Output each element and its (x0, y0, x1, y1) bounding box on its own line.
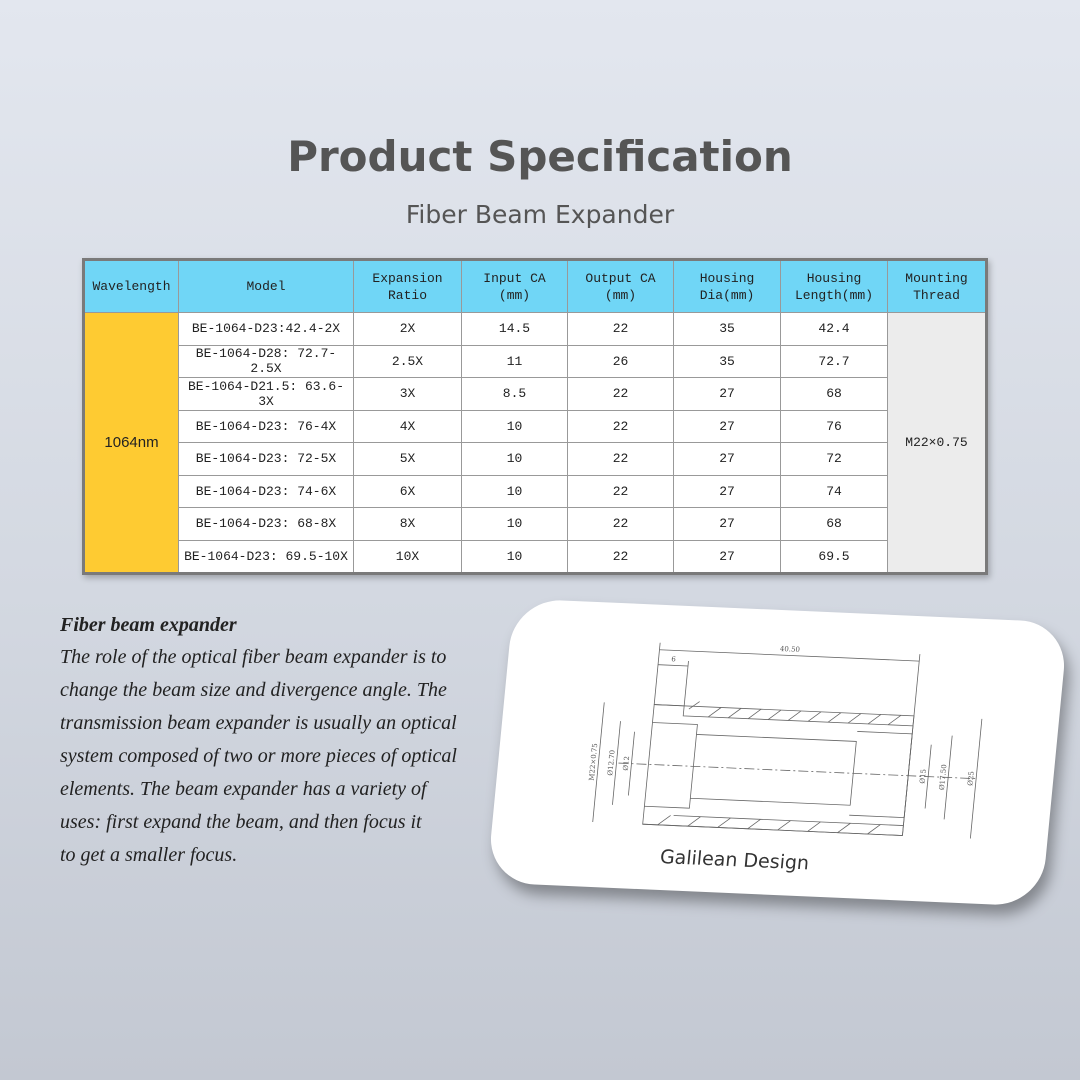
dim-bore1: Ø12.70 (606, 750, 616, 776)
table-row: BE-1064-D23: 68-8X 8X 10 22 27 68 (84, 507, 987, 541)
table-cell: 10X (353, 539, 462, 574)
drawing-card: 40.50 6 M22×0.75 Ø12.70 Ø12 Ø15 Ø17.50 Ø… (486, 598, 1069, 907)
description: Fiber beam expander The role of the opti… (60, 614, 457, 872)
table-row: BE-1064-D21.5: 63.6-3X 3X 8.5 22 27 68 (84, 377, 987, 411)
thread-cell: M22×0.75 (887, 312, 987, 574)
table-cell: 68 (780, 507, 888, 541)
header-cell: Model (178, 259, 354, 313)
description-line: to get a smaller focus. (60, 844, 238, 866)
table-cell: 6X (353, 474, 462, 508)
technical-drawing: 40.50 6 M22×0.75 Ø12.70 Ø12 Ø15 Ø17.50 Ø… (588, 642, 983, 874)
table-cell: 27 (673, 507, 781, 541)
table-cell: 27 (673, 409, 781, 443)
table-cell: 10 (461, 442, 568, 476)
table-cell: BE-1064-D23: 69.5-10X (178, 539, 354, 574)
table-cell: BE-1064-D23: 74-6X (178, 474, 354, 508)
dim-outer: Ø25 (966, 771, 975, 786)
header-cell: Output CA (mm) (567, 259, 674, 313)
description-heading: Fiber beam expander (60, 614, 237, 636)
drawing-caption: Galilean Design (659, 846, 810, 874)
table-cell: BE-1064-D23:42.4-2X (178, 312, 354, 346)
table-cell: 10 (461, 474, 568, 508)
dim-thread: M22×0.75 (588, 743, 600, 781)
table-cell: 42.4 (780, 312, 888, 346)
description-line: transmission beam expander is usually an… (60, 712, 457, 734)
table-cell: 22 (567, 312, 674, 346)
table-cell: 26 (567, 344, 674, 378)
table-cell: 69.5 (780, 539, 888, 574)
table-row: BE-1064-D23: 72-5X 5X 10 22 27 72 (84, 442, 987, 476)
table-cell: 10 (461, 409, 568, 443)
table-cell: 22 (567, 377, 674, 411)
header-cell: Input CA (mm) (461, 259, 568, 313)
table-row: BE-1064-D23: 69.5-10X 10X 10 22 27 69.5 (84, 539, 987, 574)
table-cell: 35 (673, 344, 781, 378)
table-cell: BE-1064-D23: 72-5X (178, 442, 354, 476)
table-cell: 22 (567, 409, 674, 443)
table-cell: 72.7 (780, 344, 888, 378)
table-cell: 22 (567, 474, 674, 508)
table-cell: 5X (353, 442, 462, 476)
table-row: BE-1064-D23: 76-4X 4X 10 22 27 76 (84, 409, 987, 443)
table-cell: 72 (780, 442, 888, 476)
description-line: uses: first expand the beam, and then fo… (60, 811, 422, 833)
header-cell: Mounting Thread (887, 259, 987, 313)
table-cell: 27 (673, 539, 781, 574)
header-cell: Housing Dia(mm) (673, 259, 781, 313)
header-cell: Expansion Ratio (353, 259, 462, 313)
description-line: The role of the optical fiber beam expan… (60, 646, 447, 668)
table-cell: BE-1064-D28: 72.7-2.5X (178, 344, 354, 378)
wavelength-cell: 1064nm (83, 312, 179, 574)
table-cell: 68 (780, 377, 888, 411)
table-body: 1064nm BE-1064-D23:42.4-2X 2X 14.5 22 35 42.4 M… (83, 312, 987, 574)
table-cell: 14.5 (461, 312, 568, 346)
header-cell: Housing Length(mm) (780, 259, 888, 313)
table-cell: 76 (780, 409, 888, 443)
subtitle: Fiber Beam Expander (405, 200, 675, 229)
table-cell: 22 (567, 539, 674, 574)
table-cell: 35 (673, 312, 781, 346)
header-row: Wavelength Model Expansion Ratio Input CA (… (83, 259, 987, 313)
description-line: system composed of two or more pieces of… (60, 745, 457, 767)
table-row: 1064nm BE-1064-D23:42.4-2X 2X 14.5 22 35 42.4 M… (83, 312, 987, 574)
table-cell: 2.5X (353, 344, 462, 378)
table-cell: BE-1064-D21.5: 63.6-3X (178, 377, 354, 411)
dim-step: 6 (671, 655, 677, 663)
table-cell: 27 (673, 377, 781, 411)
table-cell: 10 (461, 507, 568, 541)
table-cell: 4X (353, 409, 462, 443)
table-cell: 74 (780, 474, 888, 508)
table-cell: 27 (673, 474, 781, 508)
dim-bore3: Ø15 (918, 769, 927, 784)
table-cell: 11 (461, 344, 568, 378)
table-cell: 2X (353, 312, 462, 346)
table-cell: 10 (461, 539, 568, 574)
header-cell: Wavelength (83, 259, 179, 313)
table-row: BE-1064-D23: 74-6X 6X 10 22 27 74 (84, 474, 987, 508)
table-cell: 27 (673, 442, 781, 476)
table-cell: 3X (353, 377, 462, 411)
dim-length: 40.50 (780, 645, 801, 654)
description-text: The role of the optical fiber beam expan… (60, 641, 457, 872)
dim-bore2: Ø12 (622, 756, 631, 771)
title: Product Specification (287, 132, 793, 181)
description-line: elements. The beam expander has a variet… (60, 778, 427, 800)
table-cell: 22 (567, 507, 674, 541)
table-cell: 8.5 (461, 377, 568, 411)
table-cell: BE-1064-D23: 76-4X (178, 409, 354, 443)
dim-bore4: Ø17.50 (938, 764, 948, 790)
spec-table: Wavelength Model Expansion Ratio Input CA (… (82, 258, 988, 575)
table-row: BE-1064-D28: 72.7-2.5X 2.5X 11 26 35 72.7 (84, 344, 987, 378)
table-cell: 8X (353, 507, 462, 541)
table-cell: 22 (567, 442, 674, 476)
table-cell: BE-1064-D23: 68-8X (178, 507, 354, 541)
description-line: change the beam size and divergence angl… (60, 679, 447, 701)
